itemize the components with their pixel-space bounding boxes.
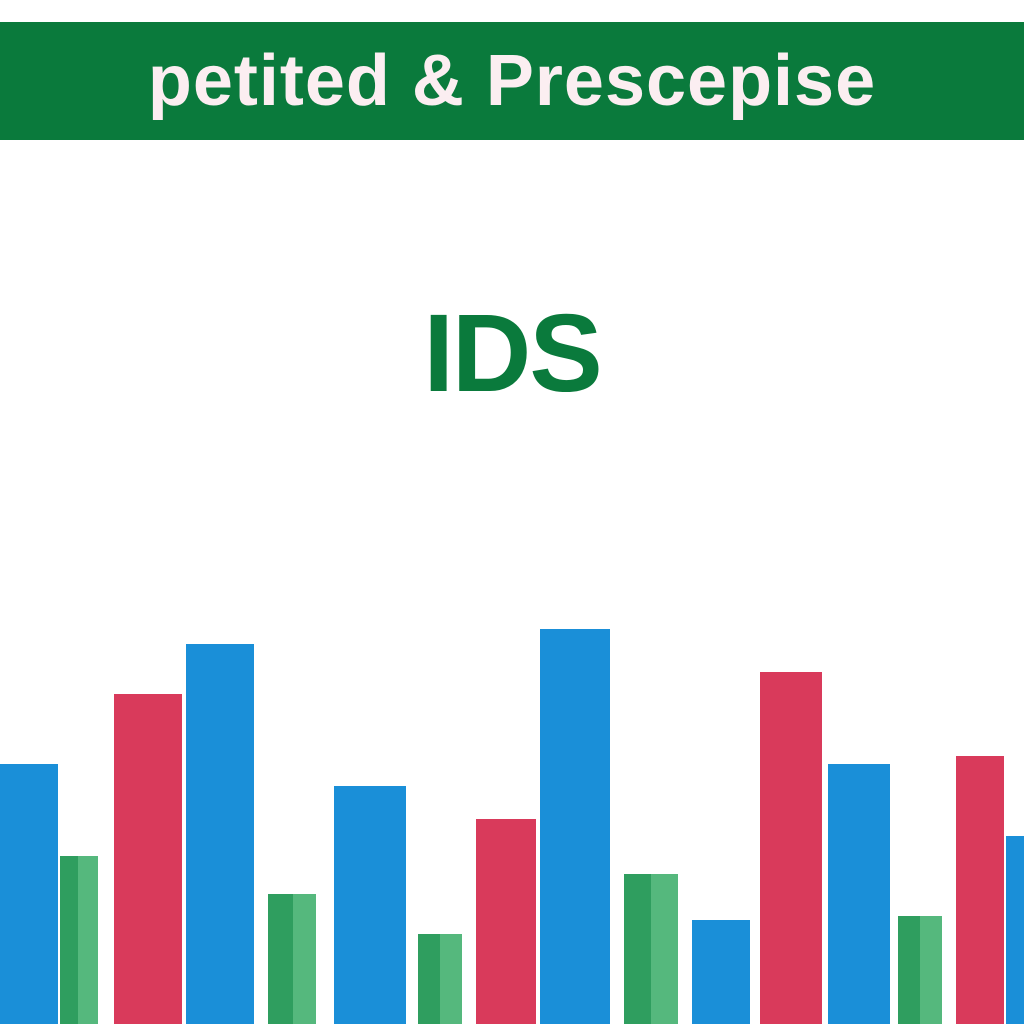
center-label: IDS — [0, 290, 1024, 417]
bar-20 — [1006, 836, 1024, 1024]
bar-10 — [476, 819, 536, 1024]
header-band: petited & Prescepise — [0, 22, 1024, 140]
bar-4 — [186, 644, 254, 1024]
bar-13 — [651, 874, 678, 1024]
bar-7 — [334, 786, 406, 1024]
bar-6 — [293, 894, 316, 1024]
header-title: petited & Prescepise — [148, 40, 876, 122]
bar-0 — [0, 764, 58, 1024]
bar-15 — [760, 672, 822, 1024]
bar-19 — [956, 756, 1004, 1024]
bar-9 — [440, 934, 462, 1024]
bar-3 — [114, 694, 182, 1024]
bar-18 — [920, 916, 942, 1024]
bar-chart — [0, 604, 1024, 1024]
bar-2 — [78, 856, 98, 1024]
bar-11 — [540, 629, 610, 1024]
bar-14 — [692, 920, 750, 1024]
bar-16 — [828, 764, 890, 1024]
